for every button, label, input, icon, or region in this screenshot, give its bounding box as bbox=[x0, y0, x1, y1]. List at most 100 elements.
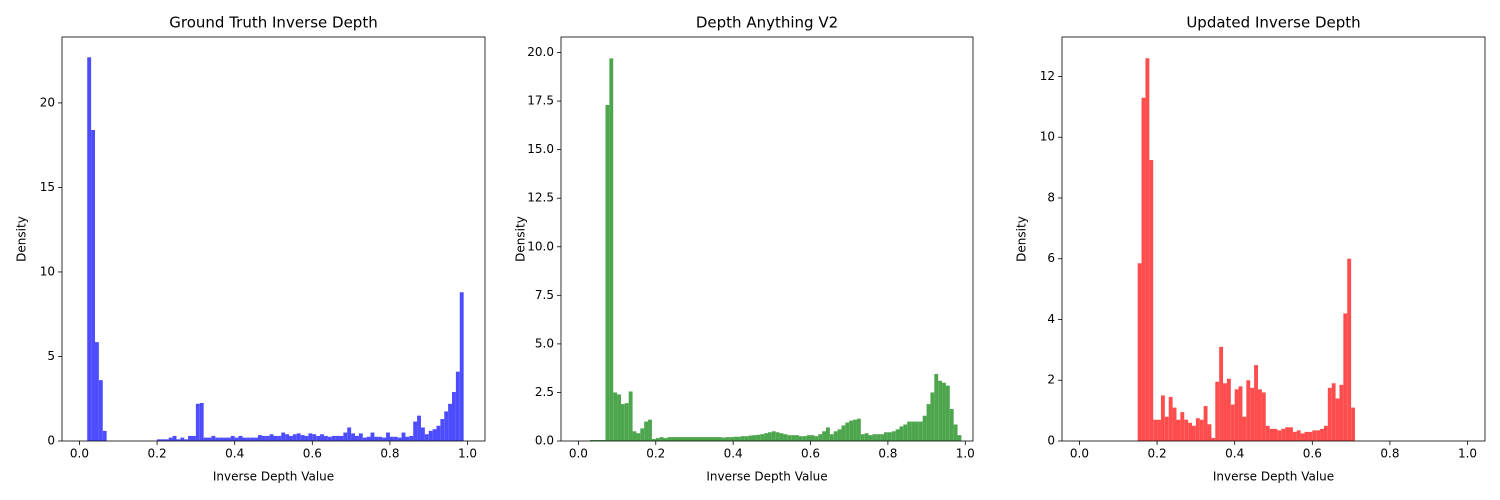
y-tick-label: 15 bbox=[40, 180, 55, 194]
histogram-bar bbox=[378, 436, 383, 441]
histogram-bar bbox=[632, 431, 637, 441]
histogram-bar bbox=[806, 435, 811, 441]
x-tick-label: 0.0 bbox=[569, 447, 588, 461]
y-tick-label: 2 bbox=[1047, 373, 1055, 387]
histogram-bar bbox=[659, 437, 664, 441]
histogram-bar bbox=[87, 57, 92, 442]
histogram-bar bbox=[273, 435, 278, 441]
x-tick-label: 0.4 bbox=[225, 447, 244, 461]
histogram-bar bbox=[397, 437, 402, 441]
histogram-bar bbox=[172, 435, 177, 441]
histogram-bar bbox=[1184, 419, 1189, 441]
histogram-bar bbox=[880, 434, 885, 441]
histogram-bar bbox=[265, 435, 270, 441]
histogram-bar bbox=[98, 380, 103, 441]
x-tick-label: 1.0 bbox=[458, 447, 477, 461]
plot-frame bbox=[61, 36, 486, 442]
histogram-bar bbox=[1277, 430, 1282, 441]
histogram-bar bbox=[277, 435, 282, 441]
histogram-bar bbox=[779, 433, 784, 441]
plot-frame bbox=[560, 36, 974, 442]
histogram-bar bbox=[907, 421, 912, 441]
histogram-bar bbox=[320, 434, 324, 441]
histogram-bar bbox=[180, 437, 185, 441]
x-tick-label: 0.2 bbox=[148, 447, 167, 461]
y-tick-label: 2.5 bbox=[535, 385, 554, 399]
histogram-bar bbox=[1351, 407, 1355, 441]
histogram-bar bbox=[219, 437, 224, 441]
histogram-bar bbox=[448, 403, 453, 441]
histogram-bar bbox=[176, 439, 181, 441]
histogram-bar bbox=[1254, 365, 1258, 441]
x-tick-label: 0.4 bbox=[724, 447, 743, 461]
histogram-bar bbox=[188, 435, 193, 441]
histogram-bar bbox=[1141, 97, 1146, 441]
histogram-bar bbox=[760, 434, 765, 441]
histogram-bar bbox=[312, 434, 317, 441]
histogram-bar bbox=[748, 435, 753, 441]
histogram-bar bbox=[725, 437, 730, 441]
histogram-bar bbox=[1226, 378, 1231, 441]
histogram-bar bbox=[234, 437, 239, 441]
histogram-bar bbox=[420, 427, 425, 441]
histogram-bar bbox=[1157, 419, 1161, 441]
histogram-bar bbox=[795, 435, 799, 441]
histogram-bar bbox=[261, 435, 266, 441]
y-tick-label: 0.0 bbox=[535, 434, 554, 448]
histogram-bar bbox=[1316, 430, 1321, 441]
histogram-bar bbox=[335, 435, 340, 441]
histogram-bar bbox=[1261, 392, 1266, 441]
histogram-bar bbox=[1153, 419, 1158, 441]
histogram-bar bbox=[289, 435, 293, 441]
histogram-bar bbox=[771, 431, 776, 441]
histogram-bar bbox=[617, 394, 621, 441]
histogram-bar bbox=[1304, 431, 1309, 441]
histogram-bar bbox=[1149, 160, 1154, 441]
histogram-bar bbox=[1203, 406, 1208, 441]
histogram-bar bbox=[203, 437, 208, 441]
histogram-bar bbox=[366, 436, 371, 441]
histogram-bar bbox=[386, 432, 390, 441]
histogram-bar bbox=[667, 437, 722, 441]
histogram-bar bbox=[281, 432, 286, 441]
histogram-bar bbox=[845, 422, 850, 441]
histogram-bar bbox=[308, 433, 313, 441]
histogram-bar bbox=[413, 421, 418, 441]
histogram-bar bbox=[1219, 346, 1224, 441]
histogram-bar bbox=[331, 435, 336, 441]
histogram-bar bbox=[440, 419, 445, 441]
x-tick-label: 1.0 bbox=[1458, 447, 1477, 461]
histogram-bar bbox=[651, 439, 656, 441]
histogram-bar bbox=[223, 437, 227, 441]
histogram-bar bbox=[737, 436, 741, 441]
x-tick-label: 0.2 bbox=[646, 447, 665, 461]
histogram-bar bbox=[94, 342, 99, 441]
y-tick-label: 4 bbox=[1047, 312, 1055, 326]
y-tick-label: 12.5 bbox=[527, 191, 554, 205]
histogram-bar bbox=[215, 437, 220, 441]
histogram-bar bbox=[1300, 433, 1305, 441]
histogram-bar bbox=[833, 431, 838, 441]
y-tick-label: 0 bbox=[47, 434, 55, 448]
subplot: 0.0 0.2 0.4 0.6 0.8 1.0 0 5 10 15 20 Ground Truth I… bbox=[15, 14, 486, 484]
histogram-bar bbox=[1285, 427, 1290, 441]
histogram-bar bbox=[1176, 419, 1181, 441]
y-tick-label: 5 bbox=[47, 349, 55, 363]
histogram-bar bbox=[895, 429, 900, 441]
histogram-bar bbox=[655, 438, 660, 441]
y-tick-label: 10 bbox=[1040, 130, 1055, 144]
histogram-bar bbox=[620, 404, 625, 441]
histogram-bar bbox=[837, 429, 842, 441]
histogram-bar bbox=[767, 432, 772, 441]
histogram-bar bbox=[1211, 437, 1216, 441]
subplot-title: Depth Anything V2 bbox=[696, 14, 838, 32]
histogram-bar bbox=[455, 371, 460, 441]
histogram-bar bbox=[292, 434, 297, 441]
subplot: 0.0 0.2 0.4 0.6 0.8 1.0 0 2 4 6 8 10 12 Updated Inver… bbox=[1015, 14, 1486, 484]
histogram-bar bbox=[791, 435, 796, 441]
histogram-bar bbox=[1207, 424, 1212, 441]
histogram-bar bbox=[432, 429, 437, 441]
histogram-bar bbox=[254, 437, 258, 441]
histogram-bar bbox=[242, 437, 247, 441]
